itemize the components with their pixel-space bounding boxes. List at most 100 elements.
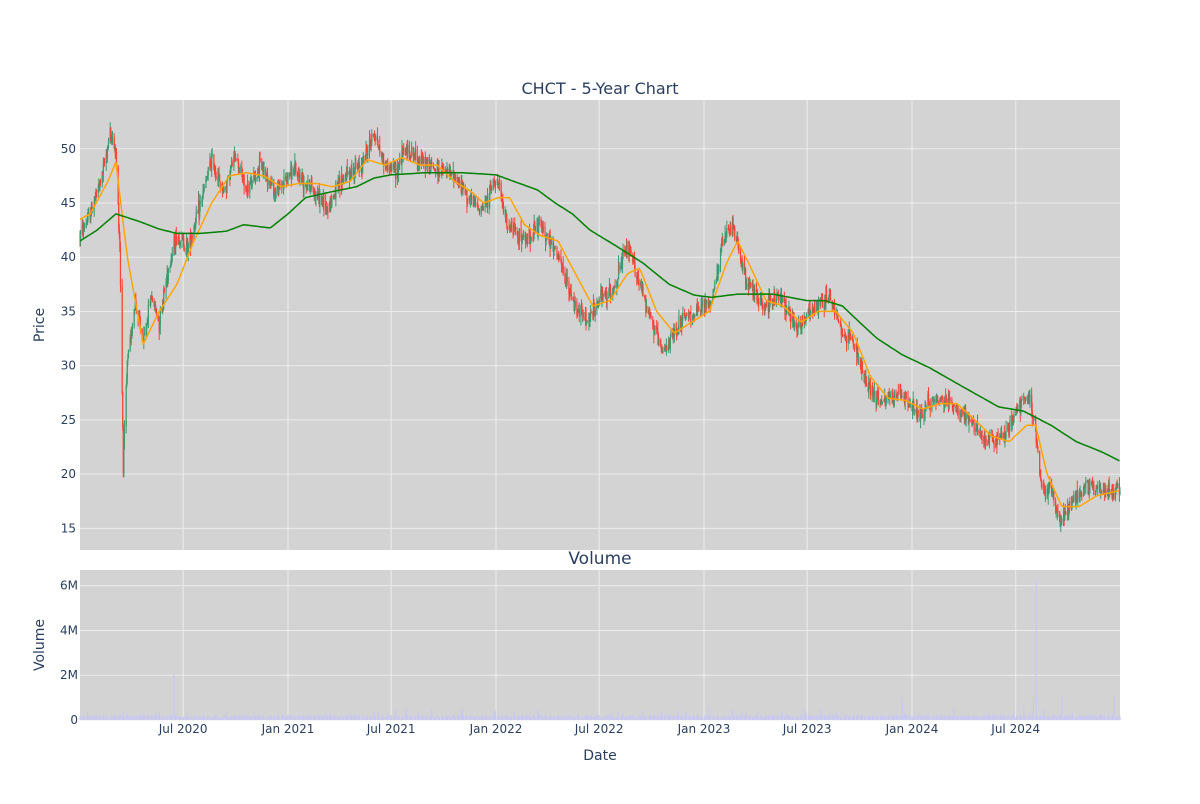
volume-bar <box>1041 716 1042 720</box>
candle-body <box>108 141 109 146</box>
candle-body <box>405 148 406 154</box>
candle-down <box>222 182 223 198</box>
volume-bar <box>686 717 687 720</box>
volume-bar <box>954 708 955 720</box>
volume-bar <box>495 711 496 720</box>
candle-body <box>238 159 239 168</box>
candle-body <box>583 313 584 319</box>
candle-body <box>519 228 520 242</box>
volume-subplot-title: Volume <box>568 549 631 569</box>
candle-body <box>467 198 468 204</box>
volume-bar <box>431 709 432 720</box>
candle-body <box>531 238 532 239</box>
candle-down <box>403 143 404 155</box>
volume-bar <box>355 715 356 720</box>
candle-up <box>331 195 332 208</box>
candle-up <box>319 189 320 213</box>
volume-bar <box>1057 716 1058 720</box>
price-tick-label: 25 <box>61 413 76 427</box>
volume-bar <box>1021 718 1022 720</box>
candle-body <box>978 431 979 433</box>
candle-body <box>323 196 324 211</box>
candle-body <box>898 392 899 393</box>
candle-body <box>88 212 89 213</box>
candle-body <box>754 290 755 296</box>
candle-body <box>997 436 998 437</box>
candle-up <box>495 180 496 193</box>
candle-body <box>226 180 227 189</box>
candle-down <box>379 136 380 157</box>
volume-bar <box>116 716 117 720</box>
candle-up <box>1009 415 1010 431</box>
candle-body <box>826 289 827 302</box>
candle-up <box>914 409 915 416</box>
candle-body <box>962 410 963 416</box>
candle-body <box>914 410 915 412</box>
candle-body <box>287 172 288 180</box>
volume-bar <box>511 716 512 720</box>
volume-bar <box>335 717 336 720</box>
volume-bar <box>826 715 827 720</box>
volume-bar <box>611 713 612 720</box>
volume-bar <box>658 716 659 720</box>
volume-bar <box>978 716 979 720</box>
chart-title: CHCT - 5-Year Chart <box>521 79 678 98</box>
candle-down <box>1041 480 1042 489</box>
candle-body <box>391 169 392 172</box>
candle-body <box>958 410 959 412</box>
candle-down <box>690 305 691 327</box>
volume-bar <box>1119 716 1120 720</box>
volume-bar <box>914 715 915 720</box>
candle-up <box>1017 405 1018 410</box>
candle-body <box>595 310 596 316</box>
candle-body <box>670 337 671 349</box>
volume-bar <box>1053 715 1054 720</box>
volume-bar <box>96 717 97 720</box>
volume-bar <box>918 715 919 720</box>
candle-body <box>830 292 831 300</box>
candle-up <box>902 396 903 397</box>
candle-down <box>355 158 356 169</box>
candle-body <box>603 294 604 298</box>
candle-body <box>249 183 250 192</box>
candle-body <box>870 383 871 395</box>
volume-bar <box>407 715 408 720</box>
volume-bar <box>311 718 312 720</box>
volume-bar <box>738 716 739 720</box>
candle-up <box>670 334 671 353</box>
candle-up <box>547 233 548 240</box>
price-tick-label: 50 <box>61 142 76 156</box>
volume-bar <box>938 716 939 720</box>
volume-bar <box>962 715 963 720</box>
volume-bar <box>196 716 197 720</box>
candle-up <box>132 323 133 336</box>
volume-tick-label: 0 <box>70 713 78 727</box>
candle-body <box>331 198 332 204</box>
candle-up <box>810 310 811 320</box>
candle-body <box>694 315 695 316</box>
candle-down <box>415 141 416 160</box>
volume-bar <box>595 717 596 720</box>
volume-bar <box>391 715 392 720</box>
volume-bar <box>622 713 623 720</box>
volume-bar <box>236 716 237 720</box>
candle-up <box>335 180 336 206</box>
candle-up <box>527 233 528 247</box>
candle-down <box>248 181 249 197</box>
volume-bar <box>164 718 165 720</box>
candle-up <box>375 134 376 141</box>
candle-body <box>878 391 879 400</box>
candle-body <box>1041 483 1042 488</box>
candle-body <box>355 162 356 169</box>
candle-body <box>834 305 835 314</box>
candle-body <box>339 178 340 187</box>
candle-body <box>638 280 639 285</box>
volume-bar <box>527 715 528 720</box>
candle-body <box>431 161 432 164</box>
volume-tick-label: 2M <box>60 668 78 682</box>
candle-body <box>571 292 572 299</box>
candle-up <box>411 142 412 157</box>
volume-bar <box>950 715 951 720</box>
volume-bar <box>1033 716 1034 720</box>
